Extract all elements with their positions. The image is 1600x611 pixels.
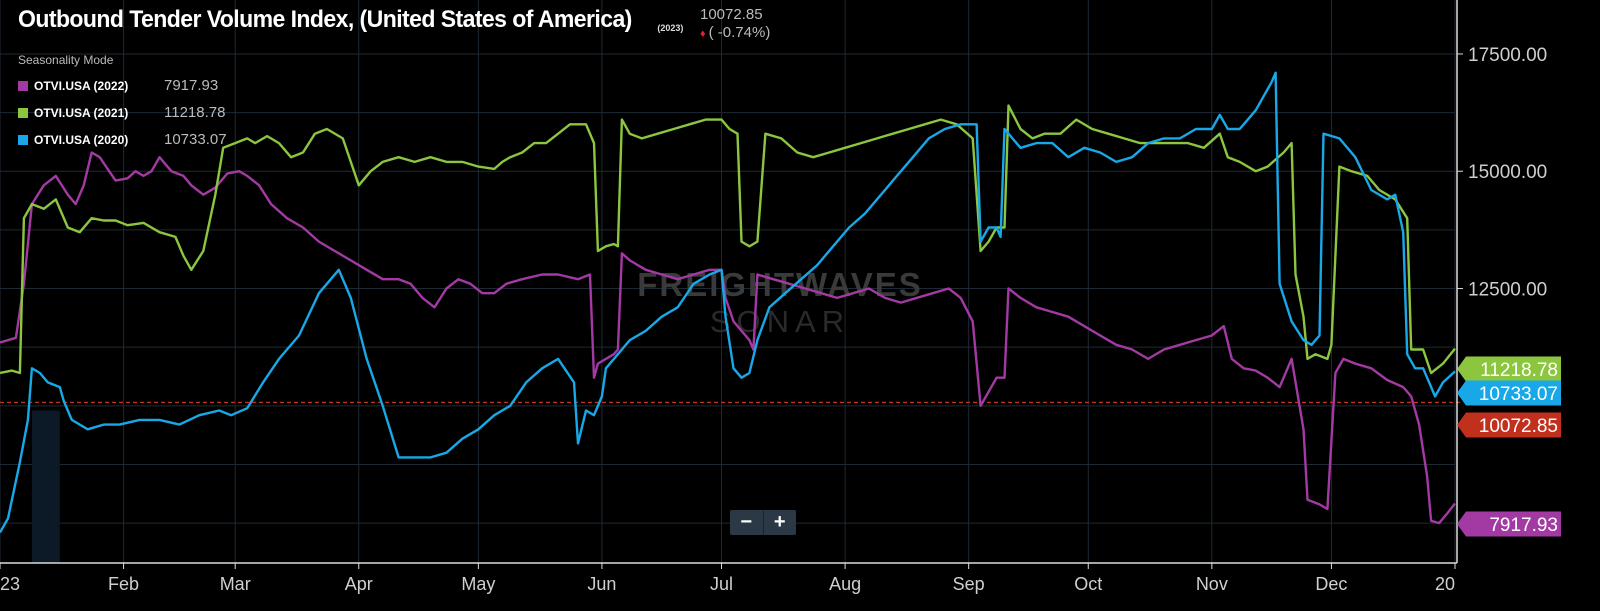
grid-layer bbox=[0, 0, 1460, 563]
x-tick-label: Dec bbox=[1315, 574, 1347, 594]
end-value-tag bbox=[1457, 380, 1561, 406]
x-tick-label: Aug bbox=[829, 574, 861, 594]
legend-series-value: 11218.78 bbox=[164, 104, 226, 121]
legend-series-value: 10733.07 bbox=[164, 131, 227, 148]
end-value-tag bbox=[1457, 356, 1561, 382]
x-tick-label: Jun bbox=[587, 574, 616, 594]
x-tick-label: Apr bbox=[345, 574, 373, 594]
current-value: 10072.85 bbox=[700, 6, 763, 23]
end-value-label: 7917.93 bbox=[1489, 515, 1558, 536]
chart-title-block: Outbound Tender Volume Index, (United St… bbox=[18, 6, 683, 34]
end-value-tag bbox=[1457, 511, 1561, 537]
x-tick-label: Jul bbox=[710, 574, 733, 594]
end-value-label: 11218.78 bbox=[1480, 360, 1558, 381]
series-layer bbox=[0, 71, 1456, 534]
legend-item[interactable]: OTVI.USA (2020) 10733.07 bbox=[18, 126, 227, 153]
legend-swatch bbox=[18, 107, 28, 118]
x-tick-label: Mar bbox=[220, 574, 251, 594]
x-tick-label: 23 bbox=[0, 574, 20, 594]
legend-series-name: OTVI.USA (2022) bbox=[34, 78, 129, 93]
chart-title: Outbound Tender Volume Index, (United St… bbox=[18, 6, 632, 33]
end-value-tag bbox=[1457, 412, 1561, 438]
y-tick-label: 15000.00 bbox=[1468, 162, 1547, 183]
y-tick-label: 12500.00 bbox=[1468, 280, 1547, 301]
y-tick-label: 17500.00 bbox=[1468, 45, 1547, 66]
end-label-layer: 11218.78 10733.07 10072.85 7917.93 bbox=[1457, 356, 1561, 537]
end-value-label: 10072.85 bbox=[1479, 416, 1558, 437]
legend: OTVI.USA (2022) 7917.93 OTVI.USA (2021) … bbox=[18, 72, 227, 153]
legend-series-name: OTVI.USA (2021) bbox=[34, 105, 129, 120]
x-tick-label: Feb bbox=[108, 574, 139, 594]
highlight-band bbox=[31, 410, 60, 563]
seasonality-mode-label: Seasonality Mode bbox=[18, 53, 114, 67]
zoom-in-button[interactable]: + bbox=[773, 511, 786, 533]
legend-series-name: OTVI.USA (2020) bbox=[34, 132, 129, 147]
legend-item[interactable]: OTVI.USA (2022) 7917.93 bbox=[18, 72, 227, 99]
x-tick-label: 20 bbox=[1435, 574, 1455, 594]
change-readout: ♦( -0.74%) bbox=[700, 24, 770, 43]
x-tick-label: May bbox=[461, 574, 495, 594]
legend-swatch bbox=[18, 80, 28, 91]
down-arrow-icon: ♦ bbox=[700, 28, 706, 40]
series-line bbox=[0, 71, 1456, 534]
title-year-tag: (2023) bbox=[657, 23, 684, 33]
watermark-subtext: SONAR bbox=[710, 304, 850, 339]
series-line bbox=[0, 104, 1456, 375]
change-percent: ( -0.74%) bbox=[708, 24, 771, 41]
end-value-label: 10733.07 bbox=[1479, 384, 1558, 405]
x-tick-label: Nov bbox=[1196, 574, 1228, 594]
legend-series-value: 7917.93 bbox=[164, 77, 219, 94]
legend-item[interactable]: OTVI.USA (2021) 11218.78 bbox=[18, 99, 227, 126]
x-tick-label: Sep bbox=[953, 574, 985, 594]
legend-swatch bbox=[18, 134, 28, 145]
zoom-control: − + bbox=[730, 510, 796, 535]
zoom-out-button[interactable]: − bbox=[730, 510, 764, 535]
x-tick-label: Oct bbox=[1074, 574, 1102, 594]
